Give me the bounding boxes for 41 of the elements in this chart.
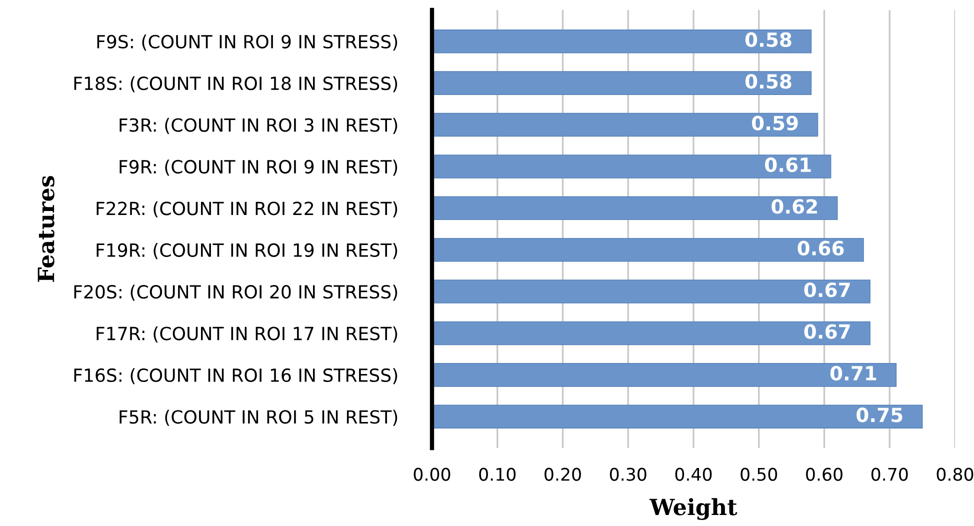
data-label: 0.75 (856, 408, 902, 422)
data-label: 0.61 (765, 157, 811, 172)
y-tick-label: F22R: (COUNT IN ROI 22 IN REST) (96, 201, 398, 218)
y-tick-label: F9R: (COUNT IN ROI 9 IN REST) (120, 160, 398, 176)
bar (432, 321, 870, 346)
x-tick-label: 0.80 (936, 468, 974, 481)
bar (432, 154, 832, 178)
x-tick-label: 0.20 (544, 468, 581, 481)
y-axis-title: Features (38, 176, 54, 282)
bar (432, 112, 818, 137)
bar (432, 196, 838, 220)
y-tick-label: F17R: (COUNT IN ROI 17 IN REST) (96, 326, 398, 342)
data-label: 0.58 (745, 74, 792, 89)
x-axis-title: Weight (649, 498, 738, 520)
x-tick-label: 0.10 (479, 468, 516, 481)
y-tick-label: F19R: (COUNT IN ROI 19 IN REST) (96, 243, 398, 260)
y-tick-label: F9S: (COUNT IN ROI 9 IN STRESS) (97, 34, 398, 51)
data-label: 0.71 (830, 366, 876, 381)
bar (432, 29, 812, 54)
data-label: 0.59 (752, 116, 798, 130)
data-label: 0.67 (804, 324, 850, 339)
x-tick-label: 0.70 (871, 468, 908, 481)
bar (432, 71, 812, 95)
bar (432, 404, 923, 429)
x-tick-label: 0.40 (675, 468, 712, 481)
data-label: 0.67 (804, 282, 850, 298)
bar (432, 238, 864, 262)
x-tick-label: 0.00 (414, 468, 450, 481)
bar (432, 280, 870, 304)
x-tick-label: 0.30 (610, 468, 646, 481)
x-tick-label: 0.50 (740, 468, 778, 481)
x-tick-label: 0.60 (806, 468, 842, 481)
y-tick-label: F16S: (COUNT IN ROI 16 IN STRESS) (74, 368, 398, 384)
y-tick-label: F20S: (COUNT IN ROI 20 IN STRESS) (74, 284, 398, 301)
y-tick-label: F18S: (COUNT IN ROI 18 IN STRESS) (74, 76, 398, 92)
data-label: 0.58 (745, 32, 792, 48)
bar (432, 363, 897, 387)
y-tick-label: F5R: (COUNT IN ROI 5 IN REST) (120, 410, 398, 426)
y-tick-label: F3R: (COUNT IN ROI 3 IN REST) (120, 118, 398, 134)
data-label: 0.62 (772, 199, 817, 214)
data-label: 0.66 (798, 240, 844, 256)
